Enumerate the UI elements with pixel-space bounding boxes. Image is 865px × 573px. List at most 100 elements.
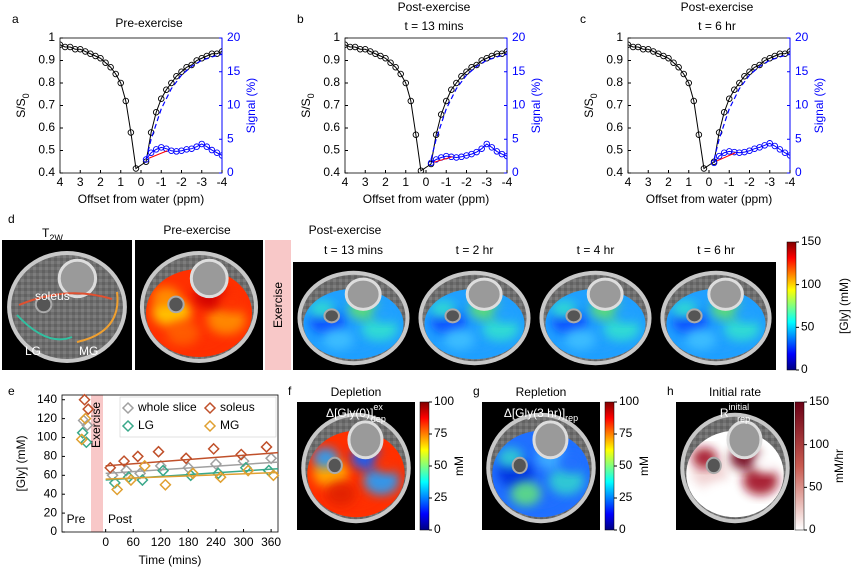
data-point <box>483 140 491 148</box>
panel-title: Repletion <box>516 385 567 399</box>
quantity-main: R <box>720 406 729 420</box>
x-tick-label: -3 <box>196 175 207 189</box>
y2-tick-label: 20 <box>227 30 241 44</box>
x-tick-label: -3 <box>764 175 775 189</box>
y2-tick-label: 0 <box>512 165 519 179</box>
data-point <box>427 159 435 167</box>
y2-tick-label: 0 <box>227 165 234 179</box>
y2-tick-label: 10 <box>795 98 809 112</box>
bone-tibia <box>532 420 569 460</box>
legend-label: MG <box>220 418 239 432</box>
colorbar-tick-label: 25 <box>434 490 448 504</box>
data-point <box>417 167 425 173</box>
data-point <box>453 79 460 87</box>
series-line <box>716 152 736 162</box>
map-blob <box>752 452 779 474</box>
y-tick-label: 1 <box>333 30 340 44</box>
y-tick-label: 0.8 <box>606 75 623 89</box>
y-tick-label: 0.5 <box>38 143 55 157</box>
y-tick-label: 20 <box>44 505 58 519</box>
data-point <box>193 143 200 150</box>
y-tick-label: 100 <box>37 430 57 444</box>
x-tick-label: -4 <box>502 175 513 189</box>
data-point <box>198 140 205 148</box>
mri-image <box>293 262 414 370</box>
data-point <box>437 111 445 118</box>
legend-label: whole slice <box>137 400 197 414</box>
data-point <box>186 467 200 480</box>
data-point <box>112 70 119 78</box>
x-tick-label: 240 <box>206 535 226 549</box>
data-point <box>680 70 687 78</box>
exercise-annotation: Exercise <box>89 402 103 448</box>
fit-line <box>105 461 279 475</box>
bone-tibia <box>344 277 382 311</box>
t2w-sub: 2W <box>49 233 63 243</box>
data-point <box>736 79 743 87</box>
y2-tick-label: 20 <box>795 30 809 44</box>
series-line <box>345 44 507 172</box>
data-point <box>412 131 420 138</box>
colorbar-tick-label: 75 <box>434 426 448 440</box>
map-blob <box>371 305 398 323</box>
data-point <box>639 46 647 53</box>
data-point <box>726 95 733 102</box>
data-point <box>710 159 718 167</box>
map-blob <box>492 305 519 323</box>
colorbar-tick-label: 50 <box>809 480 823 494</box>
data-point <box>720 108 728 116</box>
x-tick-label: -1 <box>156 175 167 189</box>
data-point <box>392 63 399 71</box>
y-axis-label-main: S/S <box>14 98 28 117</box>
colorbar-tick-label: 150 <box>809 394 829 408</box>
panel-title: Depletion <box>331 385 382 399</box>
map-blob <box>325 481 357 506</box>
data-point <box>448 86 455 93</box>
x-tick-label: 4 <box>625 175 632 189</box>
map-blob <box>373 452 400 474</box>
data-point <box>265 452 278 465</box>
data-point <box>163 86 170 93</box>
data-point <box>766 140 774 147</box>
data-point <box>473 148 480 156</box>
quantity-main: Δ[Gly(0)] <box>326 406 373 420</box>
data-point <box>208 146 216 154</box>
data-point <box>731 86 738 93</box>
x-tick-label: 1 <box>402 175 409 189</box>
plot-frame <box>61 394 279 533</box>
data-point <box>629 43 637 51</box>
data-point <box>203 143 211 150</box>
map-blob <box>742 466 779 496</box>
panel-label: h <box>667 384 674 398</box>
y-axis-label-sub: 0 <box>589 93 599 98</box>
mri-image <box>676 402 794 530</box>
data-point <box>152 445 165 458</box>
quantity-label: Rinitial rep <box>720 402 750 424</box>
legend-marker <box>121 419 135 433</box>
data-point <box>700 165 708 172</box>
y-tick-label: 0.8 <box>38 75 55 89</box>
bone-fibula <box>565 308 582 324</box>
data-point <box>117 79 124 87</box>
panel-label: g <box>473 384 480 398</box>
y-axis-label: S/S0 <box>14 93 31 117</box>
data-point <box>122 97 130 105</box>
x-tick-label: 3 <box>77 175 84 189</box>
data-point <box>786 48 790 55</box>
data-point <box>382 55 389 62</box>
y2-axis-label: Signal (%) <box>244 78 258 133</box>
bone-tibia <box>347 420 384 460</box>
legend-marker <box>121 401 135 415</box>
post-annotation: Post <box>108 512 133 526</box>
x-tick-label: 1 <box>685 175 692 189</box>
data-point <box>346 43 354 51</box>
x-axis-label: Offset from water (ppm) <box>363 192 489 206</box>
panel-label: d <box>8 212 15 226</box>
bone-fibula <box>686 308 703 324</box>
map-blob <box>165 320 200 346</box>
y-tick-label: 0.7 <box>323 98 340 112</box>
data-point <box>173 148 180 155</box>
x-tick-label: -2 <box>744 175 755 189</box>
y-axis-label: [Gly] (mM) <box>14 436 28 492</box>
data-point <box>97 55 104 62</box>
